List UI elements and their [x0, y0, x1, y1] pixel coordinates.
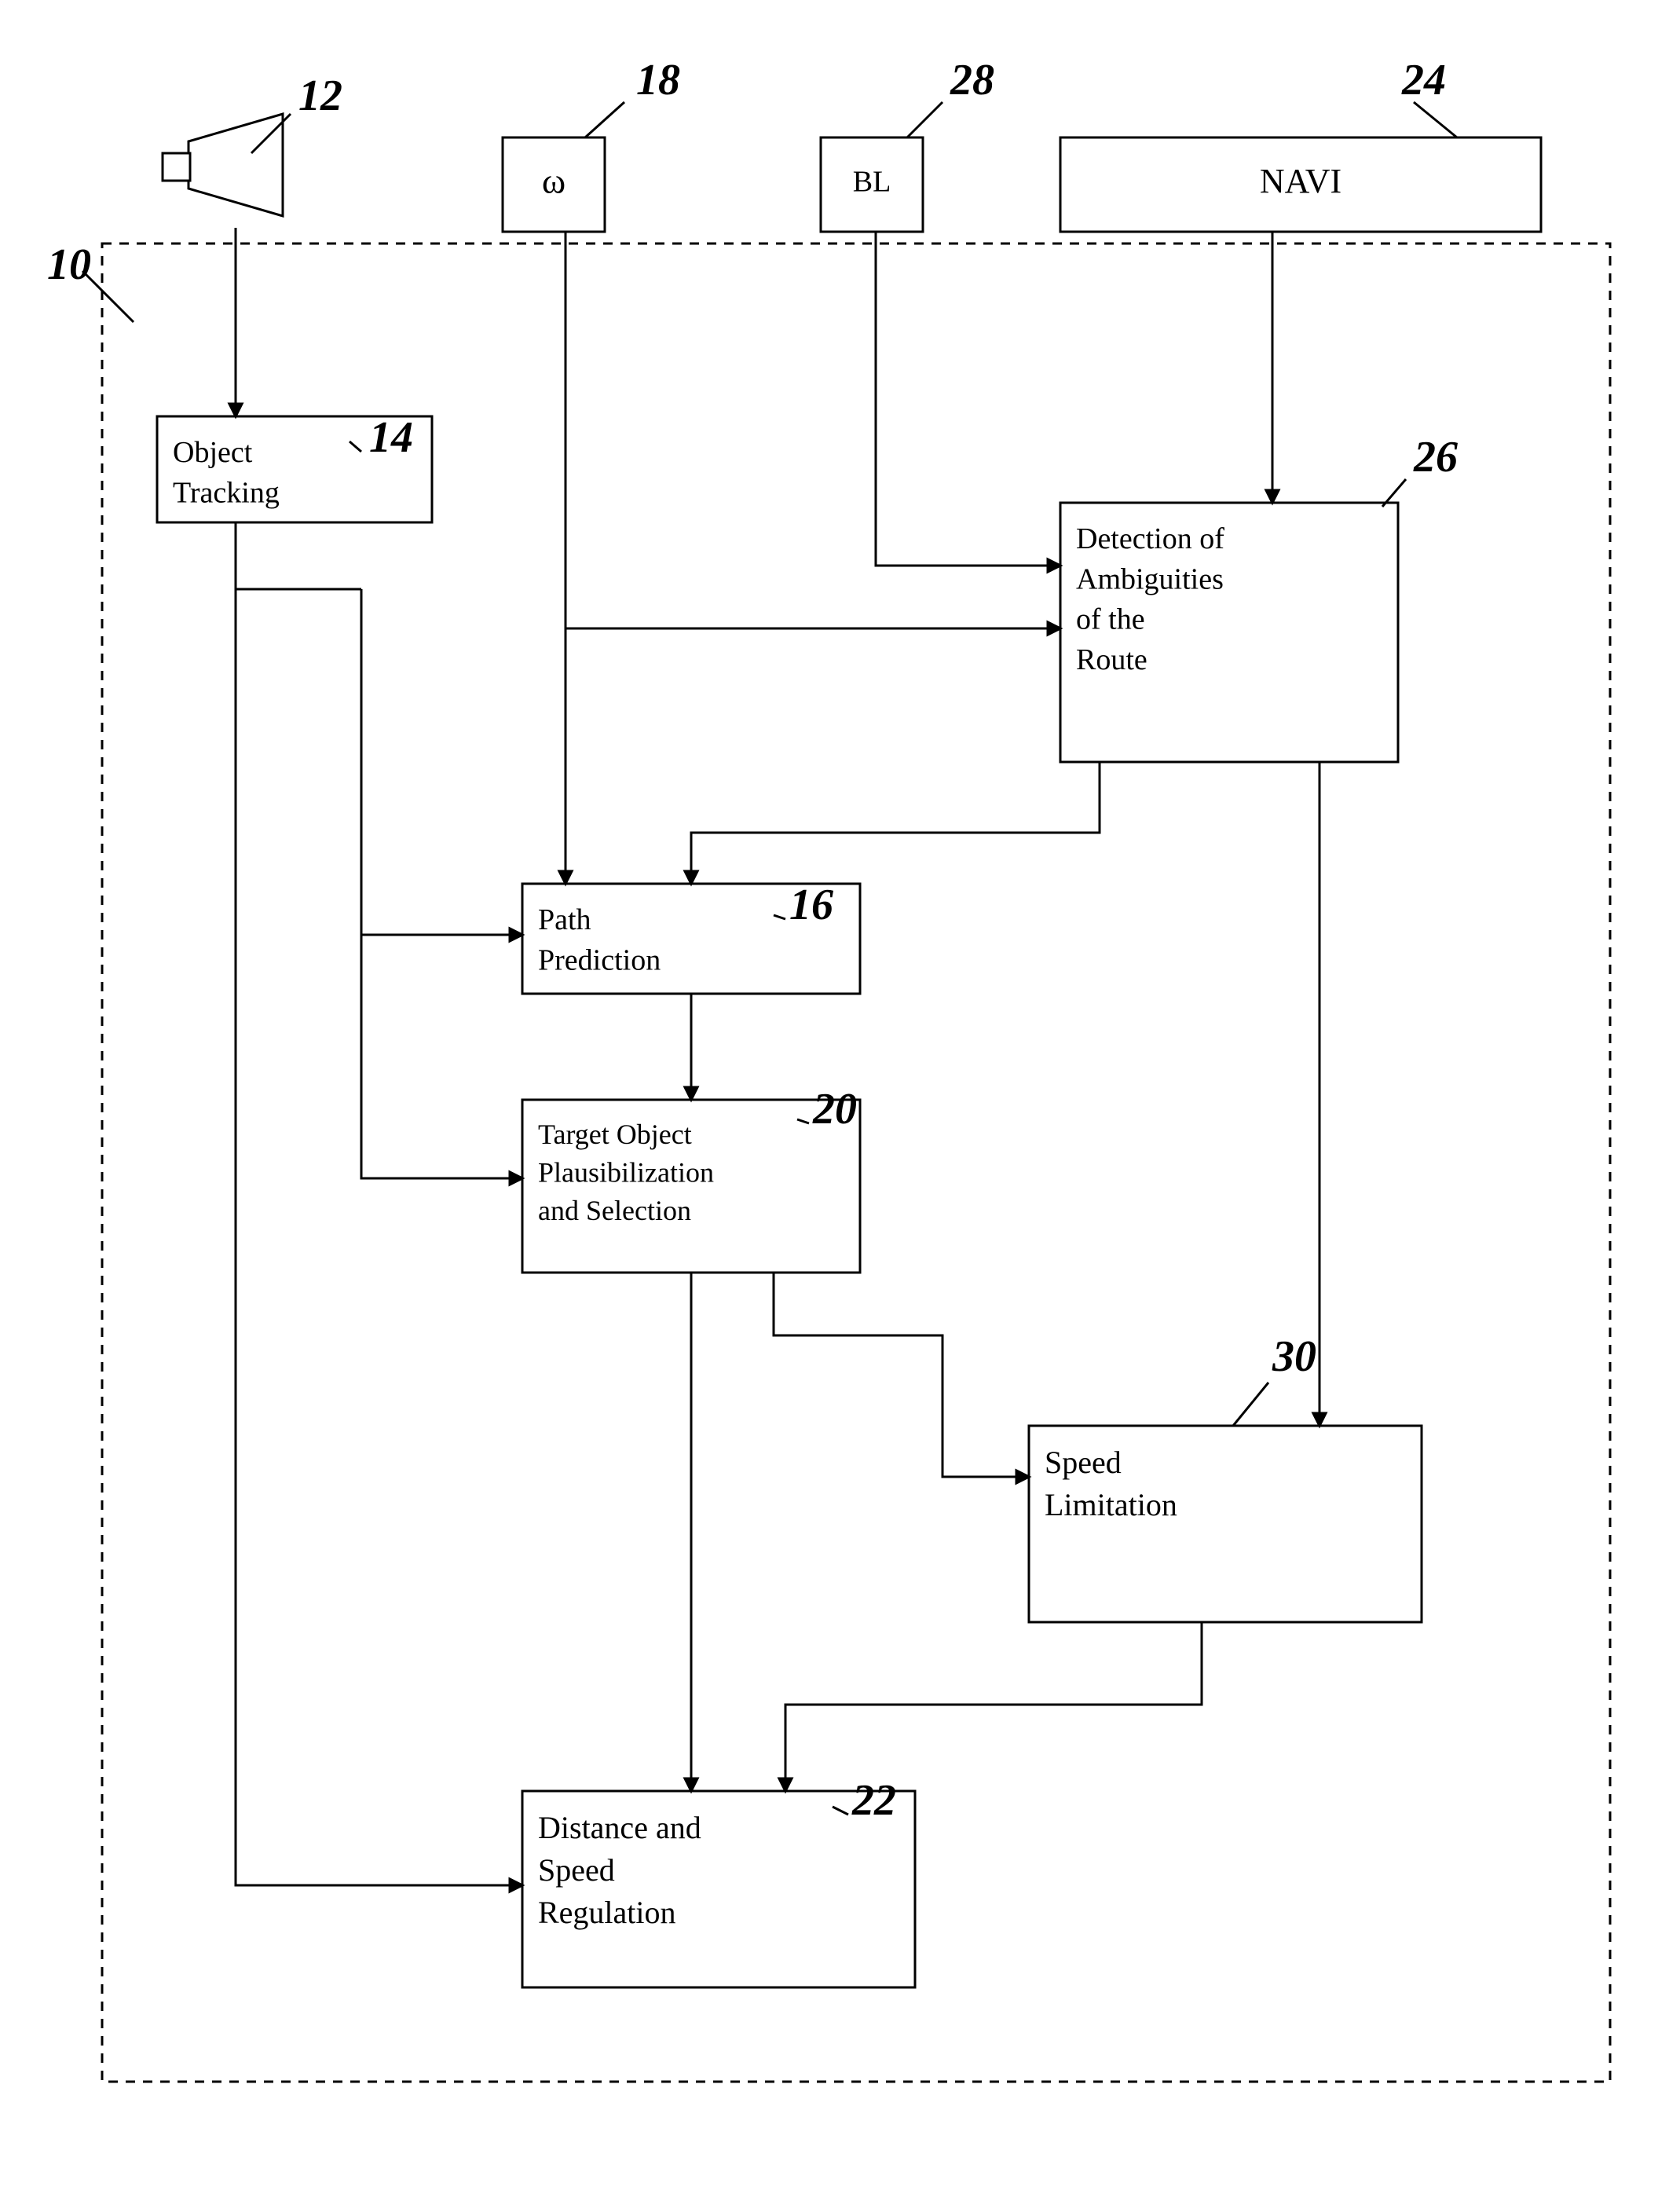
leader-omega — [585, 102, 624, 137]
leader-10 — [82, 271, 134, 322]
node-navi: NAVI — [1060, 137, 1541, 232]
leader-bl — [907, 102, 942, 137]
label-detection-l0: Detection of — [1076, 522, 1224, 555]
label-path_prediction-l1: Prediction — [538, 943, 661, 976]
ref-target: 20 — [812, 1085, 857, 1134]
ref-distance_speed: 22 — [851, 1776, 896, 1825]
ref-navi: 24 — [1401, 56, 1446, 104]
node-speed_limitation: Speed Limitation — [1029, 1426, 1422, 1622]
edge-tracking-branch2-to-target — [361, 935, 522, 1178]
edge-bl-to-detection — [876, 232, 1060, 566]
node-omega: ω — [503, 137, 605, 232]
node-target: Target Object Plausibilization and Selecti… — [522, 1100, 860, 1273]
leader-speed_limitation — [1233, 1383, 1268, 1426]
edge-tracking-branch1-to-distance — [236, 589, 522, 1885]
label-object_tracking-l1: Tracking — [173, 476, 280, 509]
edge-target-to-speed — [774, 1273, 1029, 1477]
label-navi: NAVI — [1260, 162, 1341, 200]
label-detection-l3: Route — [1076, 643, 1147, 676]
label-speed_limitation-l0: Speed — [1045, 1445, 1122, 1480]
label-detection-l1: Ambiguities — [1076, 562, 1224, 595]
sensor-icon — [163, 114, 283, 216]
ref-object_tracking: 14 — [369, 413, 413, 462]
label-distance_speed-l2: Regulation — [538, 1895, 676, 1930]
label-speed_limitation-l1: Limitation — [1045, 1487, 1177, 1522]
edge-speed-to-distance — [785, 1622, 1202, 1791]
leader-navi — [1414, 102, 1457, 137]
node-bl: BL — [821, 137, 923, 232]
edge-detection-to-path — [691, 762, 1100, 884]
label-distance_speed-l1: Speed — [538, 1852, 615, 1888]
ref-path_prediction: 16 — [789, 881, 833, 929]
label-bl: BL — [853, 166, 891, 199]
label-object_tracking-l0: Object — [173, 436, 253, 469]
label-target-l2: and Selection — [538, 1195, 691, 1226]
label-target-l1: Plausibilization — [538, 1157, 714, 1189]
label-path_prediction-l0: Path — [538, 903, 591, 936]
ref-12: 12 — [298, 71, 342, 120]
label-omega: ω — [542, 161, 565, 201]
ref-bl: 28 — [950, 56, 994, 104]
node-detection: Detection of Ambiguities of the Route — [1060, 503, 1398, 762]
ref-detection: 26 — [1413, 433, 1458, 482]
ref-omega: 18 — [636, 56, 680, 104]
ref-10: 10 — [47, 240, 91, 289]
label-detection-l2: of the — [1076, 603, 1145, 636]
label-distance_speed-l0: Distance and — [538, 1810, 701, 1845]
ref-speed_limitation: 30 — [1272, 1332, 1316, 1381]
edge-tracking-branch2-to-path — [361, 589, 522, 935]
label-target-l0: Target Object — [538, 1119, 692, 1150]
